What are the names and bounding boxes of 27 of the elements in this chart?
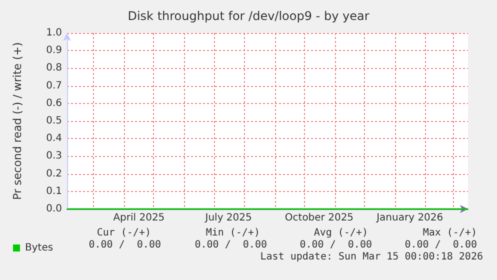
y-tick-label: 0.2	[46, 168, 62, 180]
y-tick-label: 1.0	[46, 28, 62, 38]
text: 0.00 / 0.00	[300, 240, 372, 250]
text: Cur (-/+)	[96, 228, 151, 238]
text: Max (-/+)	[422, 228, 477, 238]
y-tick-label: 0.9	[46, 45, 62, 56]
y-tick-label: 0.4	[46, 133, 62, 144]
text: 0.00 / 0.00	[404, 240, 477, 250]
text: Min (-/+)	[206, 228, 260, 238]
x-tick-label: January 2026	[376, 212, 444, 224]
x-tick-label: July 2025	[204, 212, 252, 224]
text: 0.00 / 0.00	[194, 240, 267, 250]
y-tick-label: 0.7	[46, 80, 62, 92]
y-tick-label: 0.6	[46, 98, 62, 109]
chart-title: Disk throughput for /dev/loop9 - by year	[128, 9, 370, 23]
y-tick-label: 0.5	[46, 116, 62, 126]
legend-label: Bytes	[25, 242, 54, 254]
x-tick-label: October 2025	[284, 212, 354, 224]
y-axis-title: Pr second read (-) / write (+)	[11, 42, 24, 200]
x-tick-label: April 2025	[113, 212, 165, 224]
y-tick-label: 0.0	[46, 204, 62, 214]
text: Last update: Sun Mar 15 00:00:18 2026	[260, 252, 483, 262]
text: 0.00 / 0.00	[88, 240, 161, 250]
y-tick-label: 0.3	[46, 150, 62, 162]
y-tick-label: 0.1	[46, 186, 62, 197]
y-tick-label: 0.8	[46, 62, 62, 74]
text: Avg (-/+)	[314, 228, 368, 238]
